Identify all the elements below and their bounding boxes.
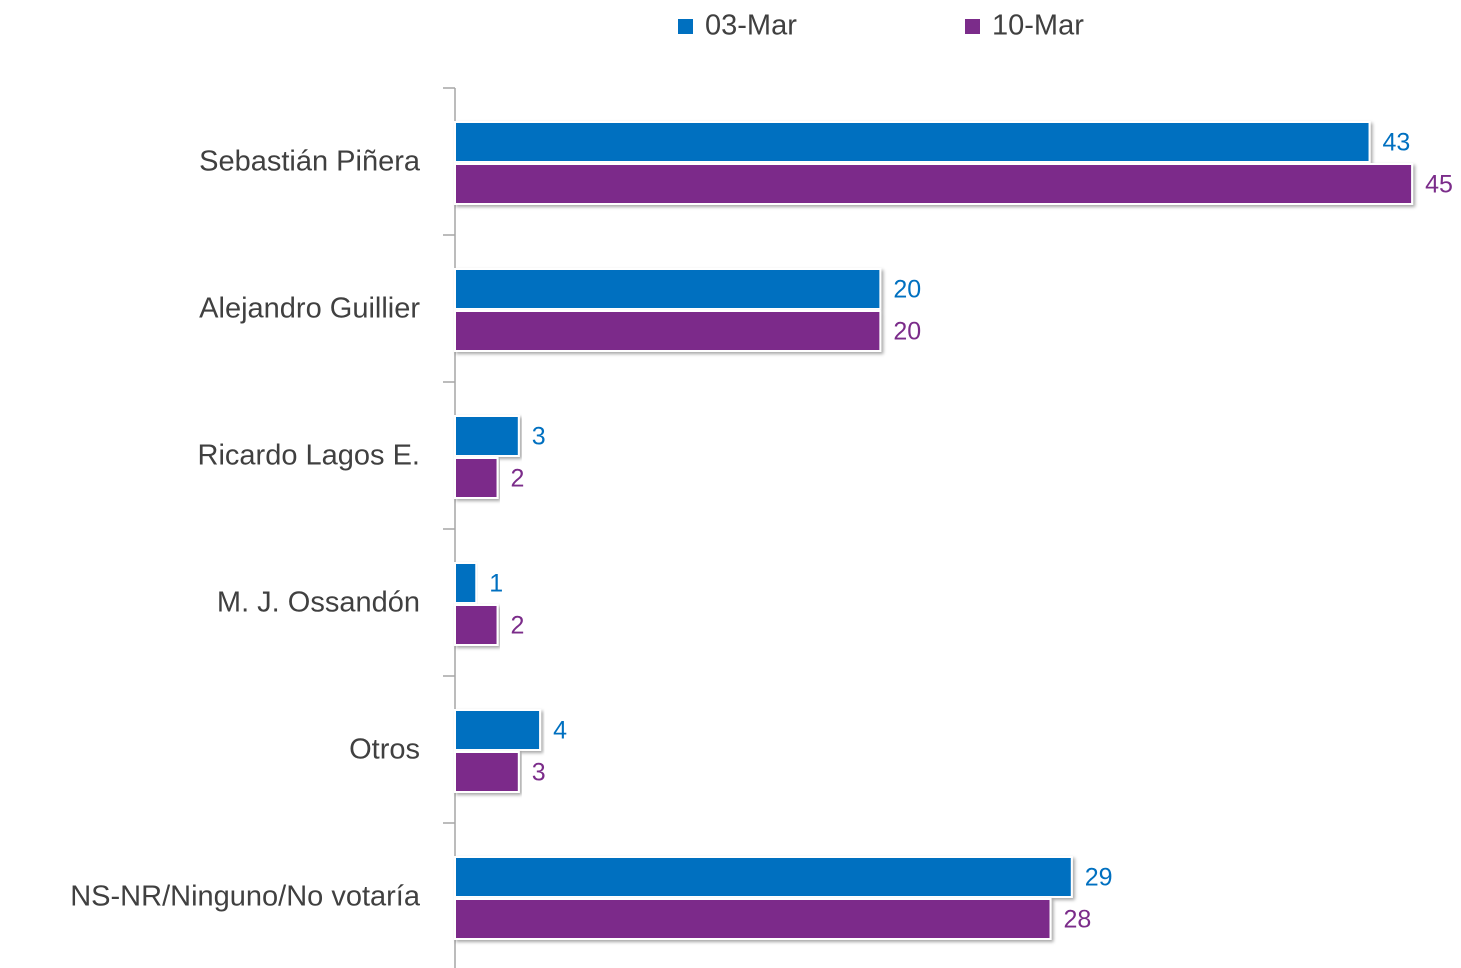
category-label: M. J. Ossandón bbox=[217, 587, 420, 619]
category-label: Otros bbox=[349, 734, 420, 766]
legend-swatch bbox=[678, 19, 693, 34]
bar bbox=[454, 562, 478, 604]
bar bbox=[454, 268, 882, 310]
bar bbox=[454, 121, 1371, 163]
data-label: 28 bbox=[1064, 906, 1092, 934]
data-label: 45 bbox=[1425, 171, 1453, 199]
category-label: Ricardo Lagos E. bbox=[198, 440, 420, 472]
category-label: Alejandro Guillier bbox=[199, 293, 420, 325]
legend-label: 10-Mar bbox=[992, 10, 1084, 42]
bar bbox=[454, 604, 499, 646]
data-label: 1 bbox=[489, 570, 503, 598]
data-label: 29 bbox=[1085, 864, 1113, 892]
bar bbox=[454, 310, 882, 352]
data-label: 3 bbox=[532, 759, 546, 787]
category-label: NS-NR/Ninguno/No votaría bbox=[70, 881, 421, 913]
bar bbox=[454, 751, 520, 793]
data-label: 2 bbox=[511, 612, 525, 640]
category-label: Sebastián Piñera bbox=[199, 146, 421, 178]
legend-label: 03-Mar bbox=[705, 10, 797, 42]
data-label: 20 bbox=[893, 318, 921, 346]
data-label: 43 bbox=[1383, 129, 1411, 157]
data-label: 3 bbox=[532, 423, 546, 451]
bar bbox=[454, 898, 1052, 940]
bar bbox=[454, 415, 520, 457]
bar bbox=[454, 163, 1414, 205]
data-label: 2 bbox=[511, 465, 525, 493]
legend-swatch bbox=[965, 19, 980, 34]
data-label: 4 bbox=[553, 717, 567, 745]
bar bbox=[454, 856, 1073, 898]
bar bbox=[454, 457, 499, 499]
bar bbox=[454, 709, 542, 751]
data-label: 20 bbox=[893, 276, 921, 304]
